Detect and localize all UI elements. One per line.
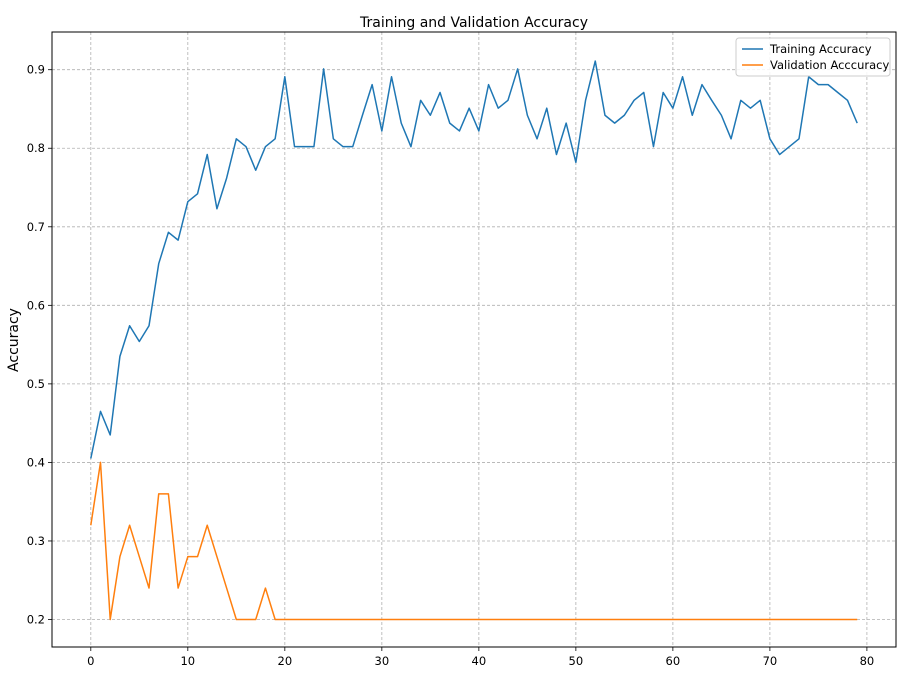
legend-label: Training Accuracy <box>769 42 872 56</box>
y-tick-label: 0.7 <box>27 220 45 234</box>
validation-accuracy-line <box>90 461 858 621</box>
y-tick-label: 0.9 <box>27 63 45 77</box>
legend-box <box>735 37 891 77</box>
legend: Training Accuracy Validation Acccuracy <box>735 37 891 77</box>
x-tick-label: 30 <box>375 654 390 668</box>
training-accuracy-line <box>90 60 858 459</box>
y-tick-label: 0.6 <box>27 298 45 312</box>
y-tick-label: 0.5 <box>27 377 45 391</box>
x-tick-label: 40 <box>472 654 487 668</box>
x-tick-label: 50 <box>569 654 584 668</box>
plot-frame <box>51 31 897 648</box>
y-axis-label: Accuracy <box>6 308 22 372</box>
x-tick-label: 10 <box>180 654 195 668</box>
x-tick-label: 60 <box>666 654 681 668</box>
ticks: 0 10 20 30 40 50 60 70 80 0.2 0.3 0.4 0.5 0.6 0.7 0.8 0.… <box>27 63 875 668</box>
series-lines <box>90 60 858 621</box>
grid <box>52 32 896 647</box>
y-tick-label: 0.8 <box>27 141 45 155</box>
legend-label: Validation Acccuracy <box>770 58 889 72</box>
y-tick-label: 0.2 <box>27 613 45 627</box>
x-tick-label: 20 <box>278 654 293 668</box>
x-tick-label: 70 <box>763 654 778 668</box>
y-tick-label: 0.4 <box>27 455 45 469</box>
y-tick-label: 0.3 <box>27 534 45 548</box>
x-tick-label: 80 <box>860 654 875 668</box>
x-tick-label: 0 <box>87 654 94 668</box>
chart-title: Training and Validation Accuracy <box>359 15 588 31</box>
